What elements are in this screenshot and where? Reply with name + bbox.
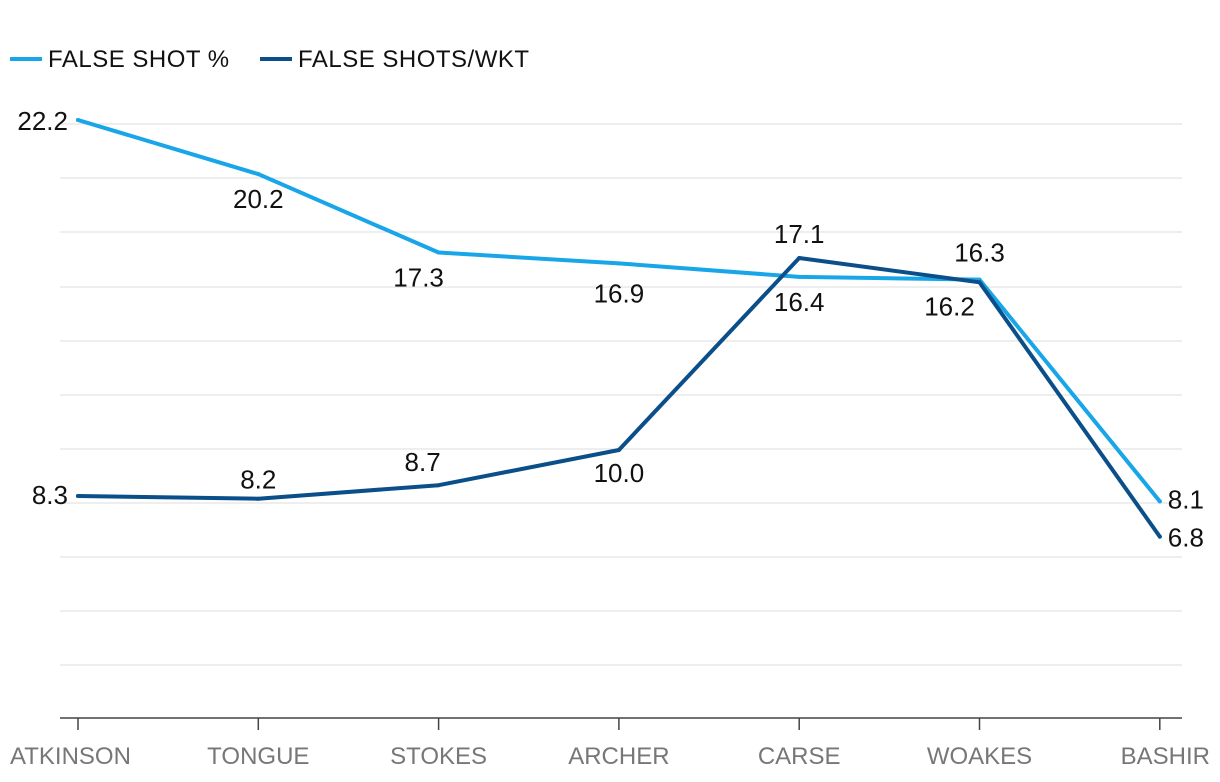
data-label-s1-stokes: 8.7 — [405, 447, 441, 477]
data-label-s1-atkinson: 8.3 — [32, 480, 68, 510]
data-label-s1-carse: 17.1 — [774, 219, 825, 249]
x-tick-label-bashir: BASHIR — [1121, 743, 1210, 770]
data-point-s0-stokes — [436, 250, 441, 255]
gridlines — [60, 123, 1182, 666]
data-label-s1-archer: 10.0 — [594, 458, 645, 488]
x-tick-label-woakes: WOAKES — [927, 743, 1032, 770]
x-tick-label-atkinson: ATKINSON — [10, 743, 131, 770]
data-label-s1-woakes: 16.2 — [924, 291, 975, 321]
data-point-s1-woakes — [977, 280, 982, 285]
data-point-s0-tongue — [256, 172, 261, 177]
x-tick-label-stokes: STOKES — [390, 743, 487, 770]
data-label-s1-bashir: 6.8 — [1168, 523, 1204, 553]
data-label-s1-tongue: 8.2 — [240, 465, 276, 495]
data-label-s0-atkinson: 22.2 — [17, 106, 68, 136]
data-point-s1-carse — [797, 256, 802, 260]
x-tick-label-tongue: TONGUE — [207, 743, 309, 770]
x-tick-label-carse: CARSE — [758, 743, 841, 770]
legend: FALSE SHOT % FALSE SHOTS/WKT — [10, 46, 530, 73]
legend-label-false-shot-pct: FALSE SHOT % — [48, 46, 230, 73]
data-point-s0-carse — [797, 274, 802, 279]
data-point-s1-bashir — [1157, 534, 1162, 539]
legend-entry-false-shot-pct: FALSE SHOT % — [10, 46, 230, 73]
data-point-s0-archer — [616, 261, 621, 266]
x-axis: ATKINSON TONGUE STOKES ARCHER CARSE WOAKES BAS… — [10, 717, 1210, 770]
legend-label-false-shots-per-wkt: FALSE SHOTS/WKT — [298, 46, 530, 73]
data-point-s1-atkinson — [76, 494, 80, 498]
data-label-s0-stokes: 17.3 — [393, 263, 444, 293]
x-tick-label-archer: ARCHER — [568, 743, 669, 770]
data-point-s1-tongue — [256, 496, 261, 501]
series-lines — [76, 118, 1162, 539]
data-label-s0-tongue: 20.2 — [233, 184, 284, 214]
data-point-s0-atkinson — [76, 118, 80, 122]
data-point-s1-stokes — [436, 483, 441, 488]
data-point-s1-archer — [616, 448, 621, 452]
data-labels: 22.2 20.2 17.3 16.9 16.4 16.3 8.1 8.3 8.2 8.7 10.0… — [17, 106, 1204, 553]
data-label-s0-bashir: 8.1 — [1168, 484, 1204, 514]
legend-entry-false-shots-per-wkt: FALSE SHOTS/WKT — [260, 46, 530, 73]
data-label-s0-archer: 16.9 — [594, 278, 645, 308]
data-label-s0-carse: 16.4 — [774, 287, 825, 317]
data-point-s0-bashir — [1157, 499, 1162, 504]
data-label-s0-woakes: 16.3 — [954, 238, 1005, 268]
